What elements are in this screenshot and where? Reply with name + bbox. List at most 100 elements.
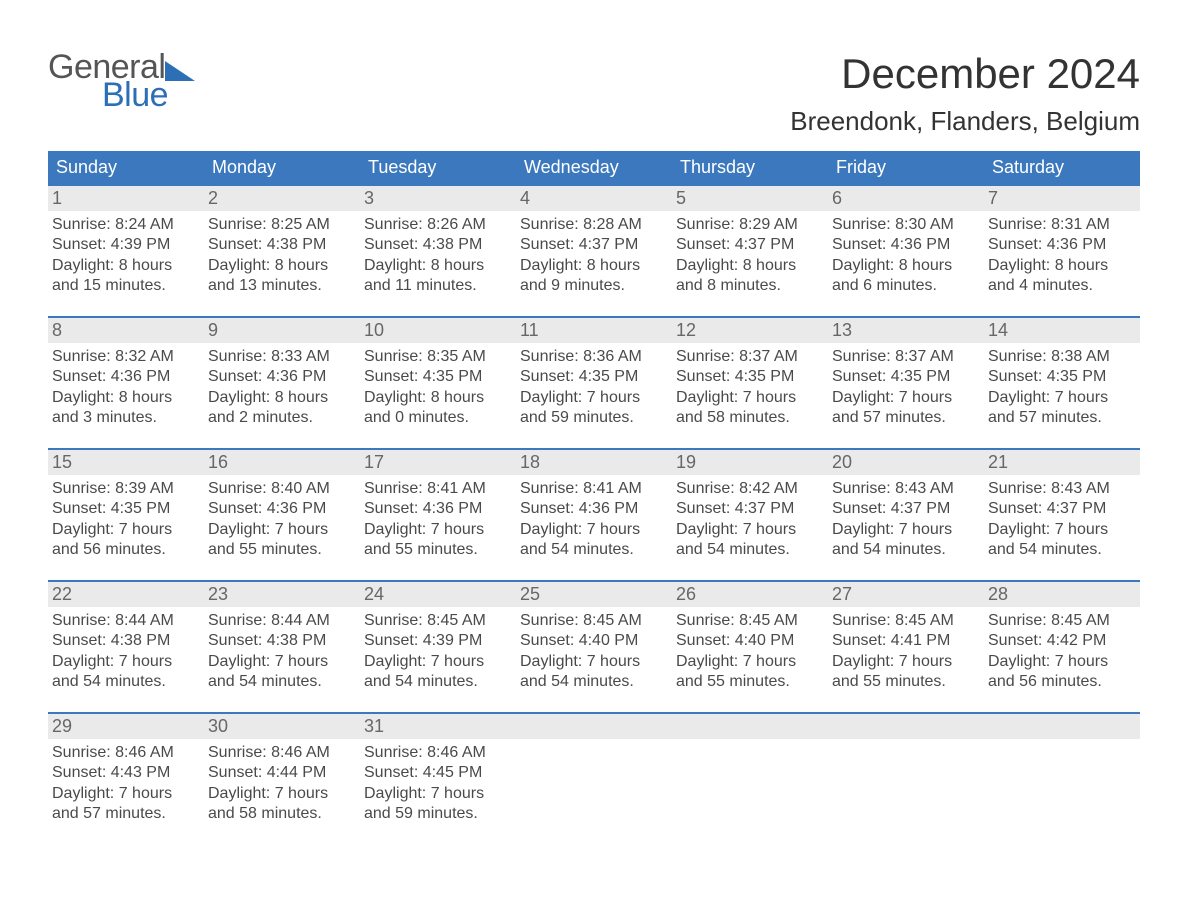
day-number: 25: [516, 582, 672, 607]
day-sunset: Sunset: 4:44 PM: [208, 763, 356, 783]
day-dl2: and 13 minutes.: [208, 276, 356, 296]
day-number: 8: [48, 318, 204, 343]
day-dl1: Daylight: 7 hours: [208, 784, 356, 804]
day-sunrise: Sunrise: 8:45 AM: [988, 611, 1136, 631]
day-dl1: Daylight: 8 hours: [832, 256, 980, 276]
day-sunset: Sunset: 4:38 PM: [364, 235, 512, 255]
day-details: Sunrise: 8:28 AMSunset: 4:37 PMDaylight:…: [516, 211, 672, 299]
calendar-day: 15Sunrise: 8:39 AMSunset: 4:35 PMDayligh…: [48, 450, 204, 568]
day-sunrise: Sunrise: 8:46 AM: [364, 743, 512, 763]
calendar-day: 23Sunrise: 8:44 AMSunset: 4:38 PMDayligh…: [204, 582, 360, 700]
day-number: [828, 714, 984, 739]
day-number: [516, 714, 672, 739]
day-dl2: and 55 minutes.: [208, 540, 356, 560]
day-number: 30: [204, 714, 360, 739]
calendar-day: 11Sunrise: 8:36 AMSunset: 4:35 PMDayligh…: [516, 318, 672, 436]
day-details: Sunrise: 8:24 AMSunset: 4:39 PMDaylight:…: [48, 211, 204, 299]
day-number: 5: [672, 186, 828, 211]
day-number: 19: [672, 450, 828, 475]
calendar-day: [672, 714, 828, 832]
calendar-day: 5Sunrise: 8:29 AMSunset: 4:37 PMDaylight…: [672, 186, 828, 304]
day-sunset: Sunset: 4:37 PM: [832, 499, 980, 519]
day-dl2: and 0 minutes.: [364, 408, 512, 428]
day-details: Sunrise: 8:41 AMSunset: 4:36 PMDaylight:…: [516, 475, 672, 563]
logo-text-blue: Blue: [102, 78, 195, 112]
day-details: Sunrise: 8:42 AMSunset: 4:37 PMDaylight:…: [672, 475, 828, 563]
day-sunrise: Sunrise: 8:32 AM: [52, 347, 200, 367]
day-sunrise: Sunrise: 8:36 AM: [520, 347, 668, 367]
day-details: Sunrise: 8:37 AMSunset: 4:35 PMDaylight:…: [828, 343, 984, 431]
day-details: Sunrise: 8:25 AMSunset: 4:38 PMDaylight:…: [204, 211, 360, 299]
calendar-day: 10 Sunrise: 8:35 AMSunset: 4:35 PMDayligh…: [360, 318, 516, 436]
dow-sunday: Sunday: [48, 151, 204, 184]
day-sunset: Sunset: 4:45 PM: [364, 763, 512, 783]
day-details: Sunrise: 8:41 AMSunset: 4:36 PMDaylight:…: [360, 475, 516, 563]
day-dl2: and 54 minutes.: [520, 540, 668, 560]
day-sunrise: Sunrise: 8:45 AM: [832, 611, 980, 631]
day-dl1: Daylight: 7 hours: [520, 652, 668, 672]
day-number: 31: [360, 714, 516, 739]
day-dl1: Daylight: 8 hours: [364, 256, 512, 276]
day-sunrise: Sunrise: 8:33 AM: [208, 347, 356, 367]
day-number: 27: [828, 582, 984, 607]
day-dl2: and 54 minutes.: [52, 672, 200, 692]
day-dl1: Daylight: 7 hours: [208, 652, 356, 672]
day-sunrise: Sunrise: 8:29 AM: [676, 215, 824, 235]
calendar-day: 12Sunrise: 8:37 AMSunset: 4:35 PMDayligh…: [672, 318, 828, 436]
day-number: 14: [984, 318, 1140, 343]
day-number: 13: [828, 318, 984, 343]
day-number: 4: [516, 186, 672, 211]
dow-thursday: Thursday: [672, 151, 828, 184]
day-details: Sunrise: 8:26 AMSunset: 4:38 PMDaylight:…: [360, 211, 516, 299]
calendar-week: 29Sunrise: 8:46 AMSunset: 4:43 PMDayligh…: [48, 712, 1140, 832]
calendar-day: 31Sunrise: 8:46 AMSunset: 4:45 PMDayligh…: [360, 714, 516, 832]
day-dl1: Daylight: 7 hours: [520, 520, 668, 540]
calendar-day: 18Sunrise: 8:41 AMSunset: 4:36 PMDayligh…: [516, 450, 672, 568]
day-dl2: and 56 minutes.: [988, 672, 1136, 692]
day-number: 10: [360, 318, 516, 343]
calendar-day: 25Sunrise: 8:45 AMSunset: 4:40 PMDayligh…: [516, 582, 672, 700]
day-sunrise: Sunrise: 8:43 AM: [832, 479, 980, 499]
calendar-day: 7Sunrise: 8:31 AMSunset: 4:36 PMDaylight…: [984, 186, 1140, 304]
calendar-day: 3Sunrise: 8:26 AMSunset: 4:38 PMDaylight…: [360, 186, 516, 304]
day-dl1: Daylight: 7 hours: [988, 388, 1136, 408]
day-dl1: Daylight: 8 hours: [364, 388, 512, 408]
calendar-day: 14Sunrise: 8:38 AMSunset: 4:35 PMDayligh…: [984, 318, 1140, 436]
calendar-day: 22Sunrise: 8:44 AMSunset: 4:38 PMDayligh…: [48, 582, 204, 700]
day-sunset: Sunset: 4:35 PM: [988, 367, 1136, 387]
day-number: 7: [984, 186, 1140, 211]
day-sunrise: Sunrise: 8:35 AM: [364, 347, 512, 367]
calendar-day: 2Sunrise: 8:25 AMSunset: 4:38 PMDaylight…: [204, 186, 360, 304]
day-sunset: Sunset: 4:35 PM: [364, 367, 512, 387]
day-sunrise: Sunrise: 8:40 AM: [208, 479, 356, 499]
day-dl2: and 55 minutes.: [364, 540, 512, 560]
dow-monday: Monday: [204, 151, 360, 184]
dow-wednesday: Wednesday: [516, 151, 672, 184]
day-sunset: Sunset: 4:35 PM: [520, 367, 668, 387]
day-dl1: Daylight: 7 hours: [676, 652, 824, 672]
day-details: Sunrise: 8:45 AMSunset: 4:42 PMDaylight:…: [984, 607, 1140, 695]
day-dl2: and 54 minutes.: [832, 540, 980, 560]
calendar: Sunday Monday Tuesday Wednesday Thursday…: [48, 151, 1140, 832]
day-dl2: and 54 minutes.: [208, 672, 356, 692]
day-details: Sunrise: 8:44 AMSunset: 4:38 PMDaylight:…: [48, 607, 204, 695]
day-sunset: Sunset: 4:40 PM: [520, 631, 668, 651]
calendar-day: 16Sunrise: 8:40 AMSunset: 4:36 PMDayligh…: [204, 450, 360, 568]
calendar-day: 26Sunrise: 8:45 AMSunset: 4:40 PMDayligh…: [672, 582, 828, 700]
calendar-day: 21Sunrise: 8:43 AMSunset: 4:37 PMDayligh…: [984, 450, 1140, 568]
day-dl1: Daylight: 7 hours: [988, 520, 1136, 540]
day-sunset: Sunset: 4:38 PM: [52, 631, 200, 651]
day-sunrise: Sunrise: 8:44 AM: [52, 611, 200, 631]
day-sunset: Sunset: 4:38 PM: [208, 235, 356, 255]
day-dl1: Daylight: 7 hours: [520, 388, 668, 408]
day-details: Sunrise: 8:38 AMSunset: 4:35 PMDaylight:…: [984, 343, 1140, 431]
day-number: 18: [516, 450, 672, 475]
calendar-week: 15Sunrise: 8:39 AMSunset: 4:35 PMDayligh…: [48, 448, 1140, 568]
calendar-day: 29Sunrise: 8:46 AMSunset: 4:43 PMDayligh…: [48, 714, 204, 832]
day-sunrise: Sunrise: 8:41 AM: [364, 479, 512, 499]
day-sunrise: Sunrise: 8:24 AM: [52, 215, 200, 235]
day-number: [984, 714, 1140, 739]
calendar-day: 17Sunrise: 8:41 AMSunset: 4:36 PMDayligh…: [360, 450, 516, 568]
day-dl1: Daylight: 7 hours: [832, 652, 980, 672]
calendar-day: 27Sunrise: 8:45 AMSunset: 4:41 PMDayligh…: [828, 582, 984, 700]
